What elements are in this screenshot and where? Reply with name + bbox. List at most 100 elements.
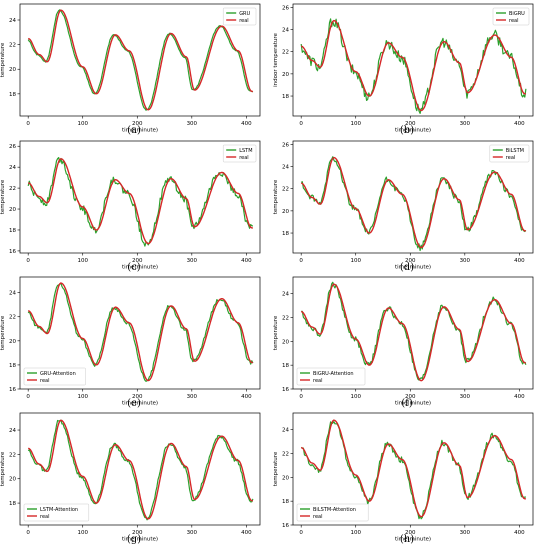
x-tick-label: 200 (405, 121, 416, 127)
legend-label: real (313, 514, 322, 520)
x-tick-label: 0 (299, 121, 303, 127)
x-tick-label: 200 (405, 258, 416, 264)
x-tick-label: 300 (187, 394, 198, 400)
legend-label: real (239, 18, 248, 24)
x-axis-label: time(minute) (122, 537, 158, 543)
y-tick-label: 16 (9, 249, 16, 255)
y-tick-label: 24 (282, 292, 289, 298)
x-tick-label: 100 (77, 394, 88, 400)
y-tick-label: 20 (282, 72, 289, 78)
y-tick-label: 20 (9, 339, 16, 345)
chart-panel-c: 0 100 200 300 400 16 18 20 22 24 26 time(minute) tem… (0, 140, 261, 271)
legend-label: BiGRU (509, 11, 525, 17)
x-tick-label: 0 (299, 394, 303, 400)
y-axis-label: temperature (273, 315, 279, 350)
y-tick-label: 22 (9, 43, 16, 49)
chart-panel-d: 0 100 200 300 400 18 20 22 24 26 time(minute) tempe… (273, 140, 534, 271)
y-tick-label: 20 (282, 475, 289, 481)
plot-frame (19, 3, 261, 117)
y-tick-label: 22 (282, 187, 289, 193)
legend-label: real (313, 378, 322, 384)
panel-label-d: (d) (399, 262, 415, 273)
y-axis-label: temperature (273, 179, 279, 214)
series-line-real (28, 158, 253, 245)
y-tick-label: 24 (9, 18, 16, 24)
x-tick-label: 200 (405, 394, 416, 400)
x-tick-label: 400 (514, 121, 525, 127)
x-tick-label: 400 (241, 258, 252, 264)
x-axis-label: time(minute) (395, 128, 431, 134)
chart-panel-h: 0 100 200 300 400 16 18 20 22 24 time(minute) tempe… (273, 412, 534, 543)
y-tick-label: 20 (9, 207, 16, 213)
y-tick-label: 18 (9, 92, 16, 98)
y-axis-label: temperature (0, 451, 6, 486)
y-tick-label: 20 (282, 339, 289, 345)
y-tick-label: 18 (282, 94, 289, 100)
x-axis-label: time(minute) (122, 128, 158, 134)
legend-label: real (509, 18, 518, 24)
x-tick-label: 300 (460, 394, 471, 400)
x-tick-label: 200 (132, 394, 143, 400)
panel-label-c: (c) (127, 262, 141, 273)
panel-label-h: (h) (399, 534, 415, 545)
y-tick-label: 16 (282, 387, 289, 393)
series-line-lstm-attention (27, 419, 254, 521)
y-tick-label: 26 (9, 144, 16, 150)
x-tick-label: 0 (299, 258, 303, 264)
legend-box (222, 144, 257, 163)
legend-box (489, 144, 530, 163)
legend-label: LSTM (239, 148, 252, 154)
series-line-gru-attention (27, 282, 254, 382)
chart-panel-g: 0 100 200 300 400 18 20 22 24 time(minute) tempera… (0, 412, 261, 543)
chart-panel-e: 0 100 200 300 400 16 18 20 22 24 time(minute) tempe… (0, 276, 261, 407)
x-tick-label: 200 (405, 530, 416, 536)
x-tick-label: 200 (132, 258, 143, 264)
legend-box (296, 503, 369, 522)
x-tick-label: 300 (187, 530, 198, 536)
panel-label-e: (e) (127, 398, 141, 409)
x-tick-label: 0 (299, 530, 303, 536)
chart-panel-a: 0 100 200 300 400 18 20 22 24 time(minute) tempera… (0, 3, 261, 134)
series-line-real (300, 156, 526, 249)
y-tick-label: 24 (282, 28, 289, 34)
x-axis-label: time(minute) (122, 265, 158, 271)
x-tick-label: 100 (77, 258, 88, 264)
x-tick-label: 100 (77, 121, 88, 127)
y-axis-label: temperature (273, 451, 279, 486)
x-tick-label: 400 (514, 530, 525, 536)
y-tick-label: 22 (282, 452, 289, 458)
x-tick-label: 400 (514, 258, 525, 264)
x-tick-label: 100 (77, 530, 88, 536)
y-tick-label: 24 (9, 165, 16, 171)
y-axis-label: indoor temperature (273, 32, 279, 86)
chart-panel-b: 0 100 200 300 400 18 20 22 24 26 time(minute) indoo… (273, 3, 534, 134)
x-tick-label: 400 (241, 121, 252, 127)
y-tick-label: 24 (9, 291, 16, 297)
legend-label: GRU-Attention (40, 371, 76, 377)
y-tick-label: 16 (9, 387, 16, 393)
y-tick-label: 20 (282, 209, 289, 215)
series-line-real (300, 19, 526, 112)
legend-label: real (40, 514, 49, 520)
x-tick-label: 200 (132, 530, 143, 536)
x-tick-label: 300 (187, 258, 198, 264)
y-tick-label: 16 (282, 523, 289, 529)
x-tick-label: 300 (460, 530, 471, 536)
x-tick-label: 100 (350, 394, 361, 400)
y-tick-label: 20 (9, 67, 16, 73)
y-tick-label: 24 (282, 165, 289, 171)
panel-label-g: (g) (126, 534, 142, 545)
x-tick-label: 400 (514, 394, 525, 400)
x-tick-label: 100 (350, 530, 361, 536)
x-tick-label: 100 (350, 258, 361, 264)
legend-label: BiLSTM-Attention (313, 507, 356, 513)
y-axis-label: temperature (0, 42, 6, 77)
y-tick-label: 18 (282, 499, 289, 505)
legend-label: real (506, 155, 515, 161)
x-axis-label: time(minute) (395, 537, 431, 543)
y-tick-label: 24 (9, 428, 16, 434)
